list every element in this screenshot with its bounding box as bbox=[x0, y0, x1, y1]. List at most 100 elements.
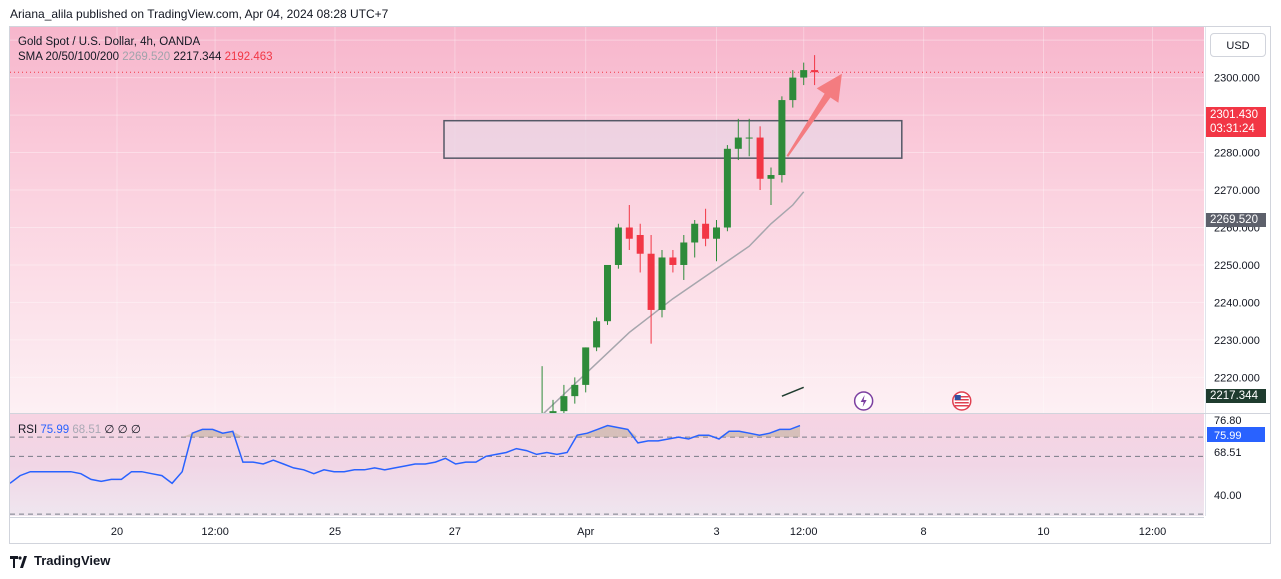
rsi-overbought-fill bbox=[587, 429, 598, 438]
rsi-chart[interactable] bbox=[10, 414, 1204, 516]
rsi-overbought-fill bbox=[222, 431, 233, 438]
sma-legend-row[interactable]: SMA 20/50/100/200 2269.520 2217.344 2192… bbox=[18, 50, 273, 65]
candle-body bbox=[723, 148, 731, 228]
candle-body bbox=[713, 227, 720, 239]
sma50-line bbox=[781, 386, 804, 397]
candle-body bbox=[582, 347, 590, 385]
price-tick-label: 2250.000 bbox=[1214, 260, 1260, 272]
rsi-extra-3: ∅ bbox=[130, 424, 141, 436]
rsi-value-tag bbox=[1207, 427, 1265, 442]
rsi-overbought-fill bbox=[779, 429, 790, 438]
sma-value-1: 2269.520 bbox=[122, 51, 171, 63]
publisher-header: Ariana_alila published on TradingView.co… bbox=[10, 7, 389, 21]
branding-text: TradingView bbox=[34, 553, 111, 568]
candle-body bbox=[560, 396, 568, 412]
candle-body bbox=[593, 321, 601, 348]
rsi-axis-label: 75.99 bbox=[1214, 430, 1242, 442]
tradingview-logo-icon bbox=[10, 555, 27, 568]
rsi-ma-value: 68.51 bbox=[72, 424, 102, 436]
rsi-axis-labels: 76.80 75.99 68.51 40.00 bbox=[1207, 415, 1265, 502]
candle-body bbox=[811, 70, 819, 73]
time-tick-label: 10 bbox=[1037, 526, 1049, 538]
chart-legend: Gold Spot / U.S. Dollar, 4h, OANDA SMA 2… bbox=[18, 35, 273, 65]
bar-countdown: 03:31:24 bbox=[1210, 123, 1255, 135]
rsi-extra-1: ∅ bbox=[104, 424, 115, 436]
rsi-overbought-fill bbox=[607, 425, 618, 438]
rsi-axis-label: 40.00 bbox=[1214, 490, 1242, 502]
price-tick-label: 2220.000 bbox=[1214, 372, 1260, 384]
rsi-overbought-fill bbox=[192, 429, 203, 438]
time-tick-label: 3 bbox=[713, 526, 719, 538]
flag-stripe bbox=[954, 402, 969, 404]
rsi-overbought-fill bbox=[718, 431, 730, 438]
price-tick-label: 2280.000 bbox=[1214, 148, 1260, 160]
candle-body bbox=[625, 227, 633, 239]
price-tick-label: 2230.000 bbox=[1214, 335, 1260, 347]
rsi-label: RSI bbox=[18, 424, 38, 436]
candle-body bbox=[734, 137, 742, 149]
support-zone-box bbox=[443, 119, 903, 159]
candle-body bbox=[636, 234, 644, 254]
time-tick-label: 25 bbox=[329, 526, 341, 538]
candle-body bbox=[800, 70, 808, 78]
rsi-line bbox=[10, 424, 801, 485]
candle-body bbox=[745, 137, 753, 139]
candle-body bbox=[778, 100, 786, 176]
last-price-value: 2301.430 bbox=[1210, 109, 1258, 121]
last-price-tag: 2301.430 03:31:24 bbox=[1206, 107, 1266, 137]
candle-body bbox=[604, 264, 611, 322]
candle-body bbox=[669, 257, 677, 265]
time-tick-label: 27 bbox=[449, 526, 461, 538]
chart-frame bbox=[9, 26, 1271, 544]
time-tick-label: 12:00 bbox=[1139, 526, 1167, 538]
flag-canton bbox=[954, 395, 961, 400]
rsi-pane[interactable] bbox=[10, 414, 1204, 516]
time-axis-labels: 20 12:00 25 27 Apr 3 12:00 8 10 12:00 bbox=[111, 526, 1167, 538]
rsi-overbought-fill bbox=[232, 431, 243, 438]
rsi-extra-2: ∅ bbox=[117, 424, 128, 436]
main-price-pane[interactable] bbox=[10, 27, 1204, 413]
sma20-price-tag: 2269.520 bbox=[1206, 213, 1266, 227]
candle-body bbox=[658, 257, 666, 310]
pane-separator[interactable] bbox=[10, 413, 1270, 414]
rsi-axis[interactable]: 76.80 75.99 68.51 40.00 bbox=[1205, 414, 1270, 516]
currency-button[interactable]: USD bbox=[1210, 33, 1266, 57]
flag-stripe bbox=[954, 405, 969, 407]
candle-body bbox=[702, 223, 710, 239]
sma50-price-tag: 2217.344 bbox=[1206, 389, 1266, 403]
target-arrow bbox=[786, 73, 842, 157]
flag-stripe bbox=[954, 396, 969, 398]
candle-body bbox=[647, 253, 655, 310]
tradingview-logo[interactable]: TradingView bbox=[10, 553, 110, 568]
us-flag-event-icon bbox=[952, 391, 972, 411]
rsi-overbought-fill bbox=[567, 435, 578, 438]
sma-label: SMA 20/50/100/200 bbox=[18, 51, 120, 63]
candle-body bbox=[691, 223, 699, 243]
rsi-overbought-fill bbox=[627, 429, 638, 438]
rsi-legend[interactable]: RSI 75.99 68.51 ∅ ∅ ∅ bbox=[18, 422, 141, 436]
price-tick-label: 2240.000 bbox=[1214, 297, 1260, 309]
time-tick-label: 12:00 bbox=[201, 526, 229, 538]
candle-body bbox=[571, 384, 579, 397]
rsi-overbought-fill bbox=[769, 429, 780, 438]
time-axis[interactable]: 20 12:00 25 27 Apr 3 12:00 8 10 12:00 bbox=[10, 517, 1204, 543]
time-tick-label: 8 bbox=[921, 526, 927, 538]
price-tick-label: 2270.000 bbox=[1214, 185, 1260, 197]
lightning-glyph bbox=[860, 395, 867, 407]
candle-body bbox=[756, 137, 764, 179]
rsi-overbought-fill bbox=[202, 429, 213, 438]
candlestick-chart[interactable] bbox=[10, 27, 1204, 413]
candle-body bbox=[549, 411, 557, 413]
rsi-overbought-fill bbox=[182, 433, 193, 438]
sma-value-3: 2192.463 bbox=[224, 51, 273, 63]
sma20-line bbox=[542, 191, 805, 413]
candle-body bbox=[680, 242, 688, 265]
candle-body bbox=[789, 77, 797, 101]
rsi-axis-label: 76.80 bbox=[1214, 415, 1242, 427]
time-tick-label: Apr bbox=[577, 526, 594, 538]
flag-stripe bbox=[954, 399, 969, 401]
candle-body bbox=[767, 175, 775, 179]
symbol-title[interactable]: Gold Spot / U.S. Dollar, 4h, OANDA bbox=[18, 36, 201, 48]
rsi-overbought-fill bbox=[212, 429, 223, 438]
rsi-overbought-fill bbox=[729, 431, 740, 438]
